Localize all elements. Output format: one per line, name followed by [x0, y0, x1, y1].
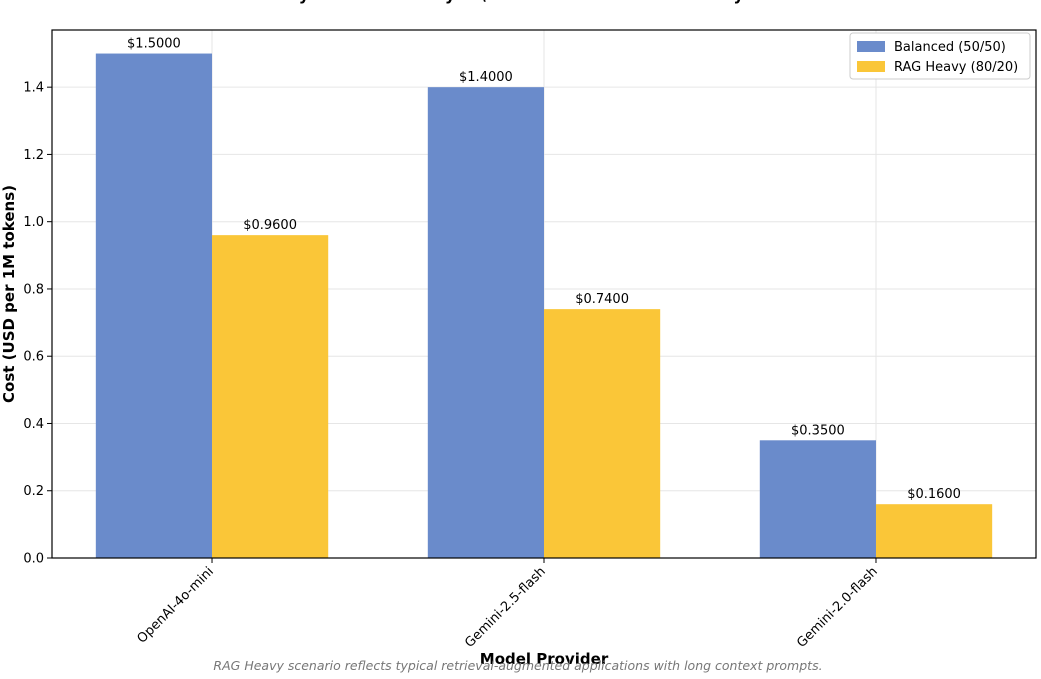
chart-title: RAG System Cost Analysis\nBalanced vs Co…: [244, 0, 844, 4]
value-label: $0.9600: [243, 218, 297, 233]
value-label: $0.3500: [791, 423, 845, 438]
value-label: $0.7400: [575, 292, 629, 307]
bar: [427, 87, 544, 559]
x-tick-label: OpenAI-4o-mini: [135, 564, 217, 646]
y-tick-label: 0.2: [23, 484, 44, 499]
y-axis-label: Cost (USD per 1M tokens): [0, 185, 18, 403]
bar: [759, 440, 876, 558]
value-label: $1.5000: [127, 37, 181, 52]
y-tick-label: 1.4: [23, 81, 44, 96]
value-label: $0.1600: [907, 487, 961, 502]
y-tick-label: 1.2: [23, 148, 44, 163]
legend-swatch: [857, 41, 885, 52]
plot-frame: [51, 29, 1037, 559]
x-tick-label: Gemini-2.5-flash: [462, 564, 549, 651]
legend-label: RAG Heavy (80/20): [894, 60, 1018, 75]
bar: [875, 504, 993, 558]
bar: [95, 53, 213, 558]
y-tick-label: 0.0: [23, 552, 44, 567]
bar: [212, 235, 329, 559]
footnote: RAG Heavy scenario reflects typical retr…: [213, 658, 822, 673]
bar: [544, 309, 661, 558]
legend-swatch: [857, 61, 885, 72]
y-tick-label: 0.4: [23, 417, 44, 432]
y-tick-label: 0.8: [23, 282, 44, 297]
x-tick-label: Gemini-2.0-flash: [794, 564, 881, 651]
legend-box: [849, 32, 1031, 80]
legend-label: Balanced (50/50): [894, 40, 1006, 55]
y-tick-label: 0.6: [23, 350, 44, 365]
y-tick-label: 1.0: [23, 215, 44, 230]
x-axis-label: Model Provider: [480, 650, 609, 668]
value-label: $1.4000: [459, 70, 513, 85]
